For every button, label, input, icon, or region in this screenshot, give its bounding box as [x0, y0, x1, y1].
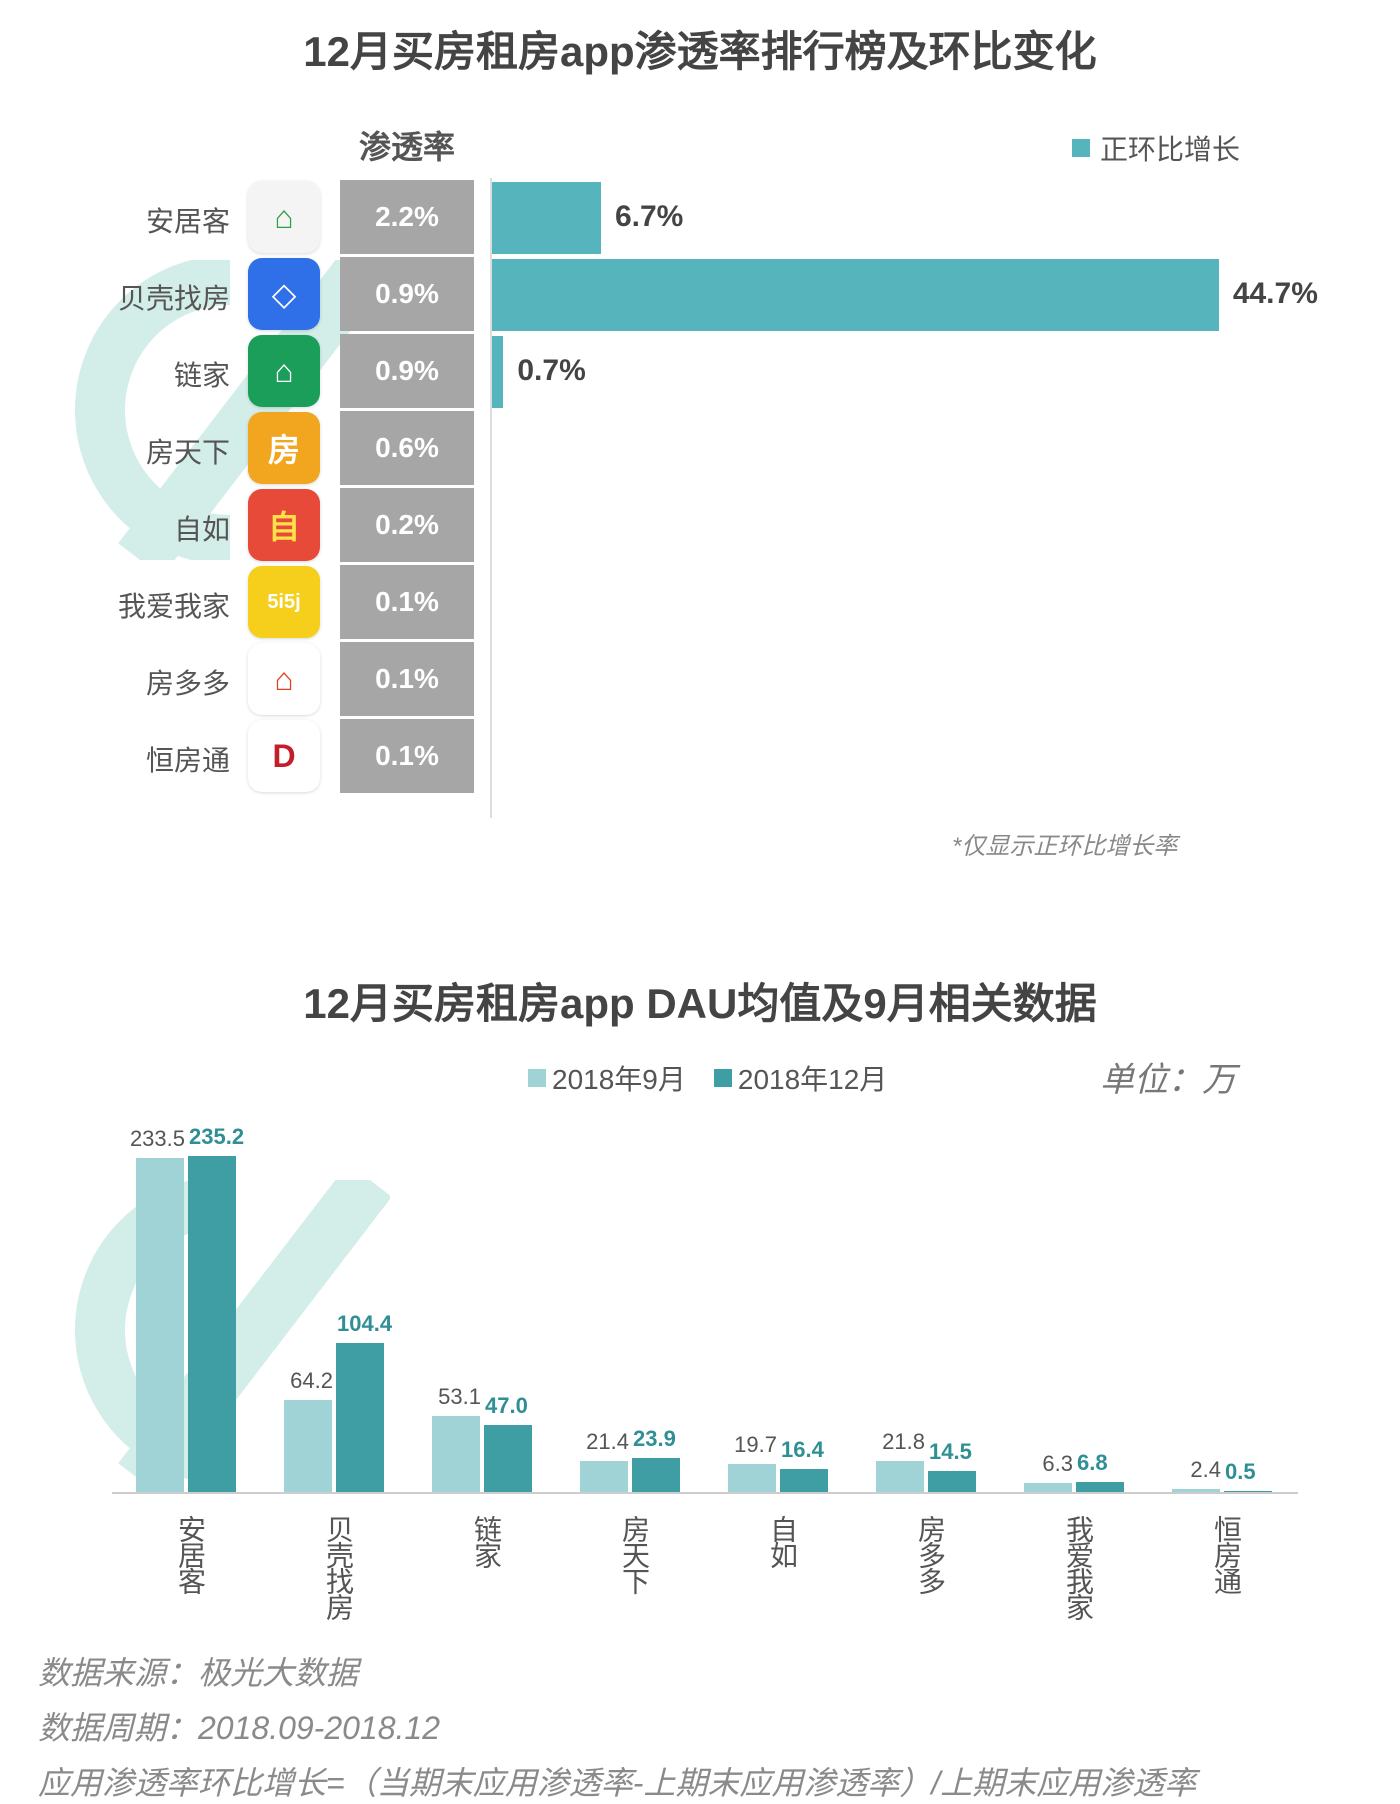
unit-label: 单位：万	[1100, 1061, 1236, 1099]
row-label: 自如	[173, 514, 230, 545]
data-label: 235.2	[189, 1123, 245, 1149]
bar-2018-12	[1076, 1482, 1124, 1492]
x-tick-label: 自如	[767, 1515, 798, 1567]
lianjia-icon: ⌂	[248, 335, 320, 407]
bar-2018-12	[188, 1155, 236, 1492]
bar-2018-09	[432, 1416, 480, 1492]
penetration-cell: 0.2%	[340, 488, 474, 562]
legend-label-sep: 2018年9月	[552, 1064, 686, 1095]
row-label: 恒房通	[145, 745, 230, 776]
data-label: 6.3	[1042, 1450, 1073, 1476]
x-tick-label: 房天下	[619, 1515, 650, 1593]
data-label: 6.8	[1077, 1450, 1108, 1476]
ziroom-icon: 自	[248, 489, 320, 561]
growth-bar	[492, 259, 1219, 331]
data-label: 2.4	[1190, 1456, 1221, 1482]
growth-label: 0.7%	[517, 354, 586, 387]
legend-label-dec: 2018年12月	[737, 1064, 888, 1095]
penetration-cell: 0.6%	[340, 411, 474, 485]
data-label: 21.4	[586, 1429, 629, 1455]
axis-line	[490, 178, 492, 818]
data-label: 16.4	[781, 1436, 824, 1462]
penetration-cell: 0.9%	[340, 334, 474, 408]
anjuke-icon: ⌂	[248, 181, 320, 253]
chart1-note: *仅显示正环比增长率	[952, 833, 1178, 860]
legend-swatch-dec	[713, 1069, 732, 1087]
legend-label: 正环比增长	[1100, 134, 1241, 165]
data-label: 19.7	[734, 1431, 777, 1457]
bar-2018-12	[780, 1468, 828, 1492]
chart1-legend: 正环比增长	[1072, 128, 1240, 168]
data-label: 0.5	[1225, 1459, 1256, 1485]
row-label: 房多多	[145, 668, 230, 699]
x-tick-label: 恒房通	[1211, 1515, 1242, 1593]
x-tick-label: 房多多	[915, 1515, 946, 1593]
watermark-logo	[75, 260, 390, 560]
x-tick-label: 贝壳找房	[323, 1515, 354, 1619]
hengfangtong-icon: D	[248, 720, 320, 792]
chart2-title: 12月买房租房app DAU均值及9月相关数据	[303, 980, 1097, 1027]
growth-bar	[492, 336, 504, 408]
footer-formula: 应用渗透率环比增长=（当期末应用渗透率-上期末应用渗透率）/上期末应用渗透率	[38, 1765, 1197, 1801]
data-label: 21.8	[882, 1428, 925, 1454]
x-tick-label: 链家	[471, 1515, 502, 1567]
penetration-cell: 0.1%	[340, 719, 474, 793]
data-label: 47.0	[485, 1392, 528, 1418]
bar-2018-09	[580, 1461, 628, 1492]
row-label: 链家	[173, 360, 230, 391]
bar-2018-12	[632, 1457, 680, 1492]
fangdd-icon: ⌂	[248, 643, 320, 715]
row-label: 我爱我家	[117, 591, 230, 622]
data-label: 53.1	[438, 1384, 481, 1410]
penetration-cell: 0.1%	[340, 642, 474, 716]
row-label: 安居客	[145, 206, 230, 237]
footer-source: 数据来源：极光大数据	[38, 1655, 359, 1691]
bar-2018-12	[336, 1342, 384, 1492]
beike-icon: ◇	[248, 258, 320, 330]
footer-period: 数据周期：2018.09-2018.12	[38, 1710, 441, 1746]
fang-icon: 房	[248, 412, 320, 484]
bar-2018-12	[484, 1424, 532, 1492]
x-tick-label: 我爱我家	[1063, 1515, 1094, 1619]
x-axis	[112, 1492, 1298, 1494]
growth-label: 44.7%	[1232, 277, 1318, 310]
5i5j-icon: 5i5j	[248, 566, 320, 638]
bar-2018-12	[1224, 1491, 1272, 1492]
row-label: 房天下	[145, 437, 230, 468]
growth-label: 6.7%	[614, 200, 684, 233]
penetration-cell: 2.2%	[340, 180, 474, 254]
bar-2018-09	[876, 1460, 924, 1492]
penetration-cell: 0.9%	[340, 257, 474, 331]
bar-2018-09	[1024, 1482, 1072, 1492]
legend-swatch	[1072, 139, 1090, 157]
chart2-legend: 2018年9月 2018年12月	[528, 1058, 887, 1098]
data-label: 104.4	[337, 1310, 393, 1336]
data-label: 23.9	[633, 1425, 676, 1451]
data-label: 14.5	[929, 1439, 972, 1465]
bar-2018-09	[284, 1400, 332, 1492]
penetration-cell: 0.1%	[340, 565, 474, 639]
penetration-header: 渗透率	[358, 129, 455, 165]
bar-2018-09	[728, 1463, 776, 1492]
x-tick-label: 安居客	[175, 1515, 206, 1593]
bar-2018-12	[928, 1471, 976, 1492]
data-label: 64.2	[290, 1368, 333, 1394]
row-label: 贝壳找房	[117, 283, 230, 314]
chart1-title: 12月买房租房app渗透率排行榜及环比变化	[303, 28, 1097, 75]
bar-2018-09	[136, 1158, 184, 1492]
legend-swatch-sep	[528, 1069, 546, 1087]
bar-2018-09	[1172, 1488, 1220, 1492]
growth-bar	[492, 182, 601, 254]
data-label: 233.5	[129, 1126, 185, 1152]
